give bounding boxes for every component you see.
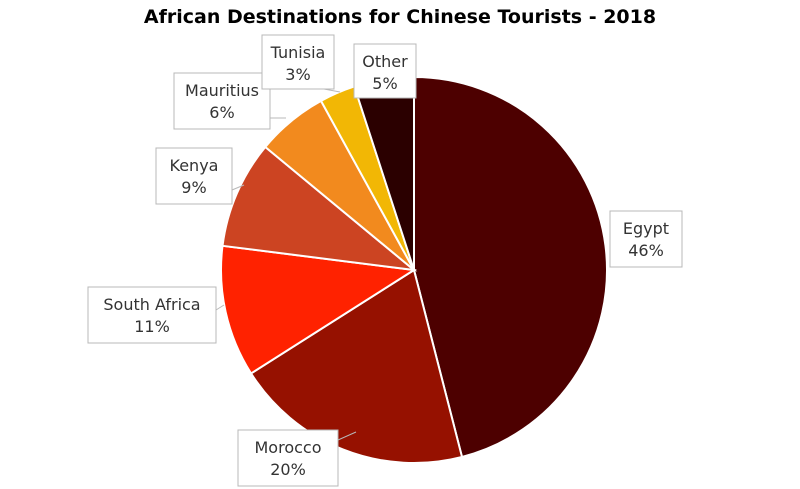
- data-label-morocco: Morocco 20%: [237, 429, 339, 487]
- slice-value-label: 11%: [134, 317, 170, 336]
- leader-line-kenya: [231, 184, 245, 191]
- data-label-kenya: Kenya 9%: [155, 147, 233, 205]
- pie-slices: [220, 75, 608, 464]
- slice-value-label: 20%: [270, 460, 306, 479]
- slice-category-label: Tunisia: [270, 43, 326, 62]
- slice-category-label: Egypt: [623, 219, 669, 238]
- slice-category-label: Mauritius: [185, 81, 259, 100]
- pie-slice-egypt: [413, 75, 608, 459]
- slice-value-label: 9%: [181, 178, 206, 197]
- pie-slice-morocco: [249, 268, 464, 464]
- data-label-box: [261, 34, 335, 90]
- slice-category-label: South Africa: [103, 295, 200, 314]
- slice-value-label: 5%: [372, 74, 397, 93]
- data-label-other: Other 5%: [353, 43, 417, 99]
- pie-slice-south-africa: [220, 244, 417, 375]
- leader-line-south-africa: [215, 304, 225, 311]
- data-label-box: [353, 43, 417, 99]
- slice-labels: Egypt 46% Morocco 20% South Africa 11% Kenya 9%…: [87, 34, 683, 487]
- data-label-box: [87, 286, 217, 344]
- pie-slice-kenya: [221, 145, 418, 272]
- slice-value-label: 3%: [285, 65, 310, 84]
- data-label-box: [173, 72, 271, 130]
- leader-line-morocco: [337, 431, 357, 441]
- data-label-south-africa: South Africa 11%: [87, 286, 217, 344]
- slice-category-label: Kenya: [170, 156, 219, 175]
- data-label-mauritius: Mauritius 6%: [173, 72, 271, 130]
- chart-title: African Destinations for Chinese Tourist…: [143, 6, 657, 28]
- data-label-box: [609, 210, 683, 268]
- slice-category-label: Other: [362, 52, 408, 71]
- data-label-box: [237, 429, 339, 487]
- data-label-egypt: Egypt 46%: [609, 210, 683, 268]
- slice-value-label: 6%: [209, 103, 234, 122]
- data-label-box: [155, 147, 233, 205]
- data-label-tunisia: Tunisia 3%: [261, 34, 335, 90]
- slice-category-label: Morocco: [255, 438, 322, 457]
- slice-value-label: 46%: [628, 241, 664, 260]
